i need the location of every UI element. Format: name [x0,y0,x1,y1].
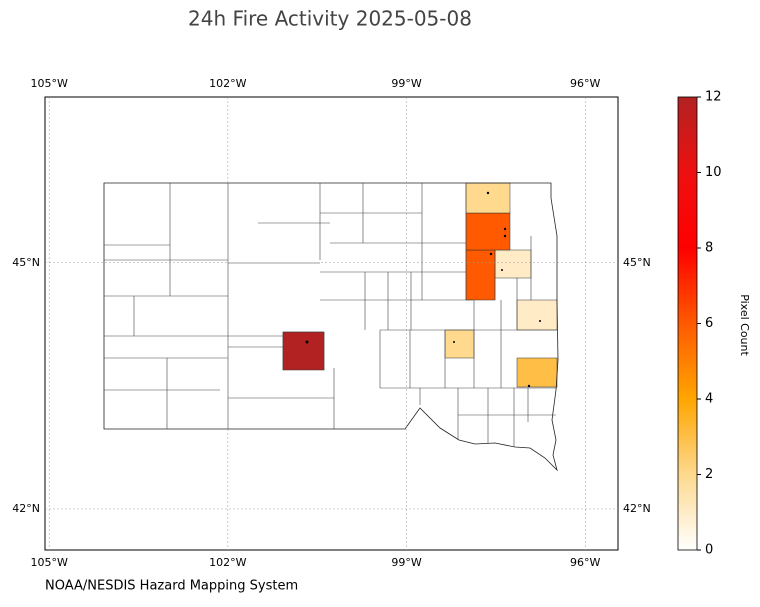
colorbar [677,96,698,551]
fire-point [539,320,541,322]
lon-label: 99°W [391,77,421,90]
fire-point [527,384,531,388]
colorbar-tick-label: 10 [705,165,722,180]
lat-label: 45°N [12,256,40,269]
colorbar-tick-label: 4 [705,392,713,407]
fire-county [465,212,511,251]
fire-point [503,234,507,238]
fire-point [503,227,507,231]
colorbar-tick-label: 0 [705,543,713,558]
map-frame [44,96,619,551]
fire-county [516,299,558,331]
fire-county [465,182,511,214]
colorbar-tick-label: 8 [705,241,713,256]
map [103,182,559,472]
fire-county [516,357,558,388]
title: 24h Fire Activity 2025-05-08 [188,7,472,31]
lon-label: 105°W [30,556,67,569]
fire-point [453,341,455,343]
lat-label: 42°N [12,502,40,515]
colorbar-tick-label: 6 [705,316,713,331]
lat-label: 45°N [623,256,651,269]
source: NOAA/NESDIS Hazard Mapping System [45,579,298,594]
fire-point [501,269,503,271]
lon-label: 102°W [209,77,246,90]
fire-county [465,249,496,301]
state-outline [103,182,559,472]
county-lines [104,183,557,447]
fire-point [305,340,309,344]
fire-county [282,331,325,371]
fire-county [444,329,475,359]
lon-label: 96°W [570,556,600,569]
lat-label: 42°N [623,502,651,515]
colorbar-tick-label: 12 [705,90,722,105]
fire-points [305,191,541,388]
lon-label: 99°W [391,556,421,569]
fire-county [494,249,532,279]
lon-label: 102°W [209,556,246,569]
fire-point [486,191,490,195]
fire-point [489,252,493,256]
lon-label: 105°W [30,77,67,90]
colorbar-label: Pixel Count [738,294,751,356]
colorbar-tick-label: 2 [705,467,713,482]
lon-label: 96°W [570,77,600,90]
